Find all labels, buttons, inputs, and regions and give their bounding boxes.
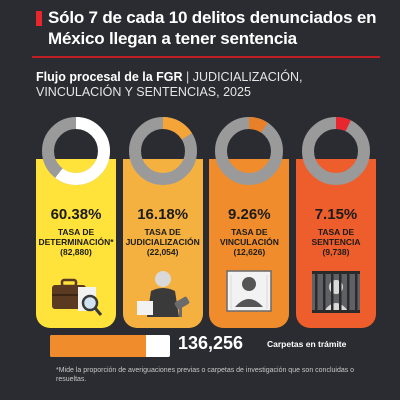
rate-label-line: DETERMINACIÓN* (38, 237, 114, 247)
rate-count: (9,738) (322, 247, 350, 257)
summary-label: Carpetas en trámite (267, 339, 347, 349)
rate-label-line: JUDICIALIZACIÓN (125, 237, 200, 247)
summary-value: 136,256 (178, 333, 244, 353)
title-divider (32, 56, 380, 58)
donut-slice (128, 117, 197, 185)
rate-panel: 9.26% TASA DE VINCULACIÓN (12,626) (209, 113, 290, 328)
rate-label-line: TASA DE (317, 227, 355, 237)
rate-panel: 16.18% TASA DE JUDICIALIZACIÓN (22,054) (122, 113, 203, 328)
rate-label-line: TASA DE (231, 227, 268, 237)
briefcase-magnifier-icon (52, 278, 103, 316)
rate-label: TASA DE JUDICIALIZACIÓN (123, 227, 203, 247)
summary-bar (50, 335, 170, 357)
rate-count: (12,626) (233, 247, 266, 257)
rate-label: TASA DE DETERMINACIÓN* (36, 227, 116, 247)
donut-slice (42, 117, 110, 185)
footnote: *Mide la proporción de averiguaciones pr… (56, 367, 355, 383)
rate-count: (22,054) (146, 247, 179, 257)
defendant-id-icon (226, 270, 273, 312)
rate-label: TASA DE SENTENCIA (296, 227, 376, 247)
rate-panel: 7.15% TASA DE SENTENCIA (9,738) (296, 113, 376, 328)
donut-slice (215, 117, 284, 185)
donut-chart (302, 117, 370, 185)
prison-bars-icon (312, 271, 360, 313)
donut-chart (42, 117, 110, 185)
rate-panel: 60.38% TASA DE DETERMINACIÓN* (82,880) (36, 113, 116, 328)
rate-label-line: VINCULACIÓN (219, 237, 279, 247)
subtitle-strong: Flujo procesal de la FGR (36, 70, 183, 84)
rate-panels: 60.38% TASA DE DETERMINACIÓN* (82,880) 16.18… (36, 113, 376, 328)
rate-count: (82,880) (60, 247, 92, 257)
page-title: Sólo 7 de cada 10 delitos denunciados en… (48, 8, 377, 48)
donut-chart (215, 117, 284, 185)
judge-gavel-icon (136, 271, 189, 317)
chart-subtitle: Flujo procesal de la FGR | JUDICIALIZACI… (36, 70, 386, 100)
donut-track (302, 117, 370, 185)
donut-slice (302, 117, 370, 185)
rate-percent: 16.18% (137, 206, 189, 223)
summary-bar-fill (50, 335, 146, 357)
rate-label: TASA DE VINCULACIÓN (209, 227, 289, 247)
rate-label-line: SENTENCIA (311, 237, 361, 247)
subtitle-separator: | (182, 70, 193, 84)
rate-percent: 60.38% (50, 206, 102, 223)
rate-label-line: TASA DE (57, 227, 95, 237)
title-accent-bar (36, 11, 42, 26)
donut-chart (128, 117, 197, 185)
rate-percent: 9.26% (228, 206, 271, 223)
rate-percent: 7.15% (314, 206, 358, 223)
rate-label-line: TASA DE (144, 227, 181, 237)
subtitle-detail: JUDICIALIZACIÓN, VINCULACIÓN Y SENTENCIA… (36, 70, 303, 99)
donut-track (215, 117, 284, 185)
